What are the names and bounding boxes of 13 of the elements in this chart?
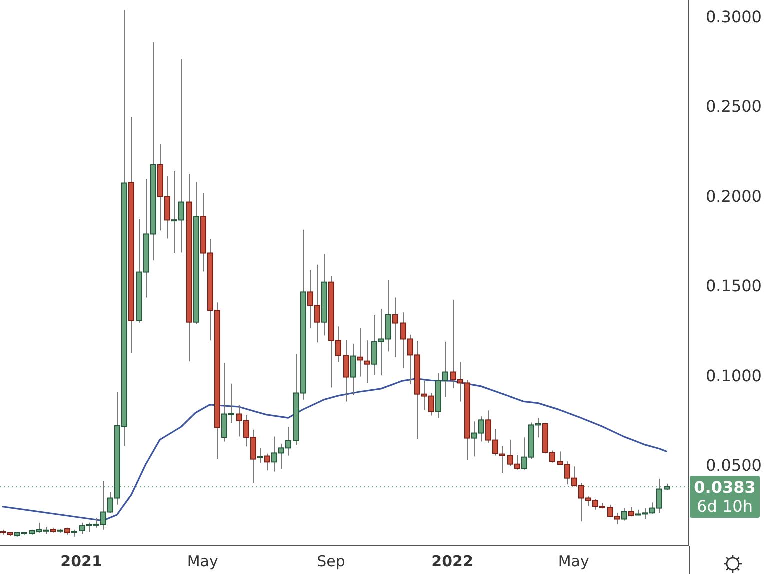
ref-line-label: 0.0383 [694,478,756,497]
y-tick-label: 0.2000 [706,186,762,206]
y-tick-label: 0.3000 [706,7,762,26]
y-tick-label: 0.0500 [706,456,762,476]
x-tick-label: 2022 [432,552,474,571]
text: 6d 10h [697,496,753,516]
x-tick-label: Sep [317,552,346,571]
y-tick-label: 0.1500 [706,276,762,296]
x-tick-label: 2021 [60,552,102,571]
y-tick-label: 0.1000 [706,366,762,386]
x-tick-label: May [558,552,590,571]
y-tick-label: 0.2500 [706,97,762,116]
x-tick-label: May [187,552,218,571]
